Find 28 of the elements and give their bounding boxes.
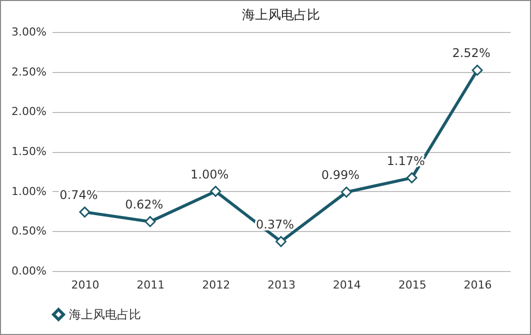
point: [472, 64, 483, 76]
y-tick-label: 1.50%: [12, 145, 46, 158]
y-tick-label: 2.50%: [12, 65, 46, 78]
data-label: 0.74%: [60, 188, 98, 202]
x-tick-label: 2013: [268, 278, 296, 292]
data-label: 0.62%: [125, 198, 164, 212]
x-tick-label: 2016: [464, 278, 492, 292]
data-label: 2.52%: [452, 46, 490, 60]
chart-title: 海上风电占比: [242, 8, 320, 23]
point: [79, 206, 90, 218]
x-tick-label: 2014: [332, 278, 361, 292]
y-tick-label: 2.00%: [12, 105, 46, 118]
point: [406, 172, 418, 184]
y-tick-label: 3.00%: [12, 26, 46, 38]
point: [276, 236, 286, 248]
x-tick-label: 2011: [136, 278, 165, 292]
x-tick-label: 2012: [202, 278, 230, 292]
x-tick-label: 2015: [398, 278, 426, 292]
data-label: 1.00%: [190, 167, 229, 182]
point: [340, 186, 352, 198]
point: [210, 186, 222, 197]
point: [144, 216, 156, 228]
data-label: 0.99%: [321, 168, 360, 182]
y-tick-label: 1.00%: [12, 184, 46, 198]
y-tick-label: 0.50%: [12, 224, 46, 238]
x-tick-label: 2010: [71, 278, 100, 292]
y-tick-label: 0.00%: [12, 264, 46, 278]
legend-label: 海上风电占比: [69, 308, 141, 322]
